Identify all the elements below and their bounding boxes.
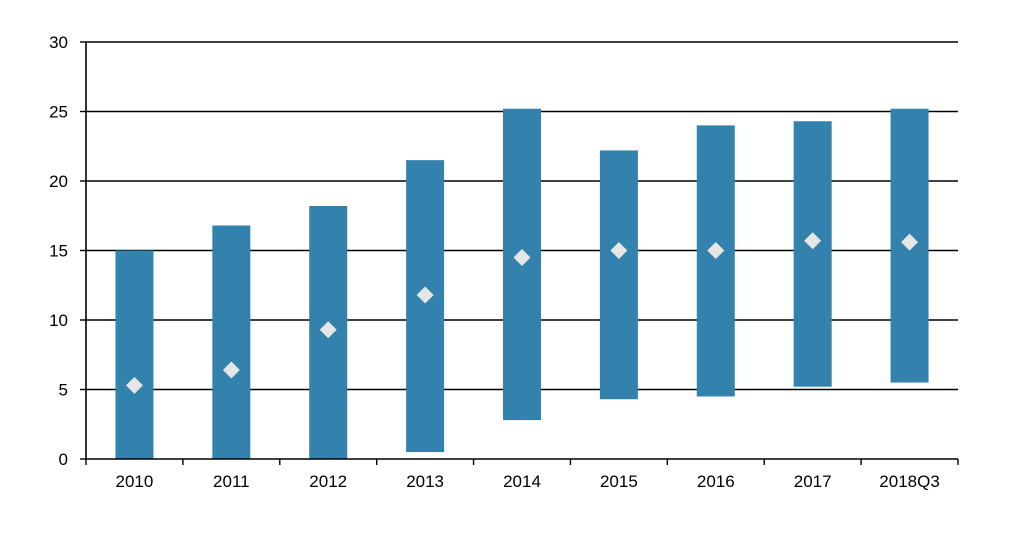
y-tick-label: 30 bbox=[49, 33, 68, 52]
range-bar-2013 bbox=[406, 160, 445, 453]
x-tick-label: 2016 bbox=[697, 472, 735, 491]
range-bar-2011 bbox=[212, 225, 251, 459]
marker-2012 bbox=[319, 321, 337, 339]
marker-2015 bbox=[610, 242, 628, 259]
x-tick-label: 2017 bbox=[794, 472, 832, 491]
range-bar-2010 bbox=[115, 250, 154, 459]
y-tick-label: 20 bbox=[49, 172, 68, 191]
x-tick-label: 2018Q3 bbox=[879, 472, 940, 491]
marker-2011 bbox=[222, 361, 240, 379]
x-tick-label: 2011 bbox=[213, 472, 250, 491]
marker-2017 bbox=[804, 232, 822, 250]
x-tick-label: 2014 bbox=[503, 472, 541, 491]
x-tick-label: 2015 bbox=[600, 472, 638, 491]
range-bar-2017 bbox=[793, 121, 832, 387]
y-tick-label: 5 bbox=[59, 381, 68, 400]
y-tick-label: 0 bbox=[59, 450, 68, 469]
marker-2010 bbox=[125, 376, 143, 394]
tick-labels: 0 5 10 15 20 25 30 2010 2011 2012 2013 2014 2015 2016… bbox=[49, 33, 940, 491]
y-tick-label: 10 bbox=[49, 311, 68, 330]
marker-2018Q3 bbox=[901, 233, 919, 251]
marker-2016 bbox=[707, 242, 725, 259]
x-tick-label: 2010 bbox=[116, 472, 154, 491]
x-tick-label: 2012 bbox=[309, 472, 347, 491]
range-bars bbox=[115, 108, 929, 459]
y-tick-label: 15 bbox=[49, 242, 68, 261]
marker-2013 bbox=[416, 286, 434, 304]
range-bar-2016 bbox=[696, 125, 735, 397]
y-tick-label: 25 bbox=[49, 103, 68, 122]
markers bbox=[125, 232, 919, 394]
marker-2014 bbox=[513, 248, 531, 266]
x-tick-label: 2013 bbox=[406, 472, 444, 491]
range-bar-2015 bbox=[599, 150, 638, 400]
axes bbox=[80, 41, 959, 465]
